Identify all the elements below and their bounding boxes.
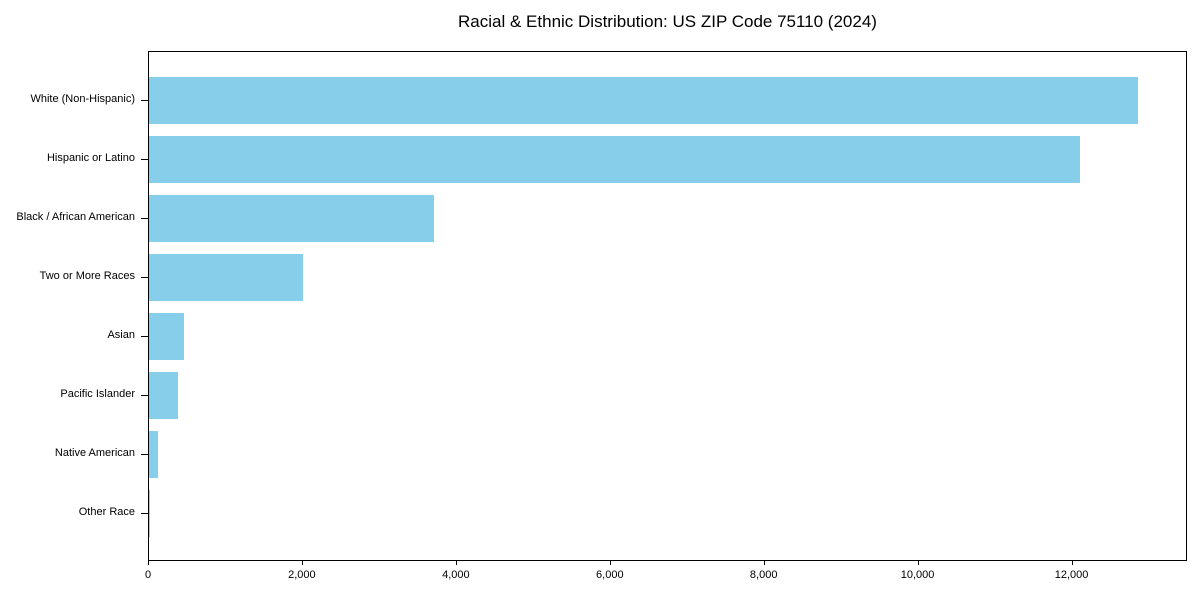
category-label: Pacific Islander xyxy=(60,388,135,400)
x-tick-label: 2,000 xyxy=(288,569,316,581)
x-tick-mark xyxy=(455,560,457,565)
category-label: Asian xyxy=(107,329,135,341)
bar xyxy=(149,313,185,360)
plot-area xyxy=(148,51,1187,561)
x-tick-mark xyxy=(763,560,765,565)
y-tick-mark xyxy=(141,394,148,396)
y-tick-mark xyxy=(141,335,148,337)
x-tick-mark xyxy=(917,560,919,565)
y-tick-mark xyxy=(141,158,148,160)
bar xyxy=(149,490,150,537)
x-tick-label: 4,000 xyxy=(442,569,470,581)
y-tick-mark xyxy=(141,512,148,514)
bar xyxy=(149,136,1081,183)
category-label: Black / African American xyxy=(16,211,135,223)
bar xyxy=(149,372,178,419)
x-tick-label: 10,000 xyxy=(900,569,935,581)
bar xyxy=(149,195,434,242)
x-tick-label: 6,000 xyxy=(596,569,624,581)
x-tick-mark xyxy=(1071,560,1073,565)
y-tick-mark xyxy=(141,217,148,219)
y-tick-mark xyxy=(141,99,148,101)
category-label: Two or More Races xyxy=(39,270,135,282)
y-tick-mark xyxy=(141,453,148,455)
x-tick-mark xyxy=(148,560,149,565)
x-tick-label: 8,000 xyxy=(749,569,778,581)
x-tick-label: 0 xyxy=(144,569,152,581)
category-label: Hispanic or Latino xyxy=(46,152,135,164)
x-tick-mark xyxy=(301,560,303,565)
category-label: White (Non-Hispanic) xyxy=(30,93,135,105)
x-tick-label: 12,000 xyxy=(1054,569,1089,581)
bar xyxy=(149,77,1138,124)
chart-title: Racial & Ethnic Distribution: US ZIP Cod… xyxy=(458,12,877,31)
category-label: Native American xyxy=(54,447,135,459)
bar xyxy=(149,431,158,478)
bar xyxy=(149,254,303,301)
category-label: Other Race xyxy=(78,506,135,518)
y-tick-mark xyxy=(141,276,148,278)
x-tick-mark xyxy=(609,560,611,565)
